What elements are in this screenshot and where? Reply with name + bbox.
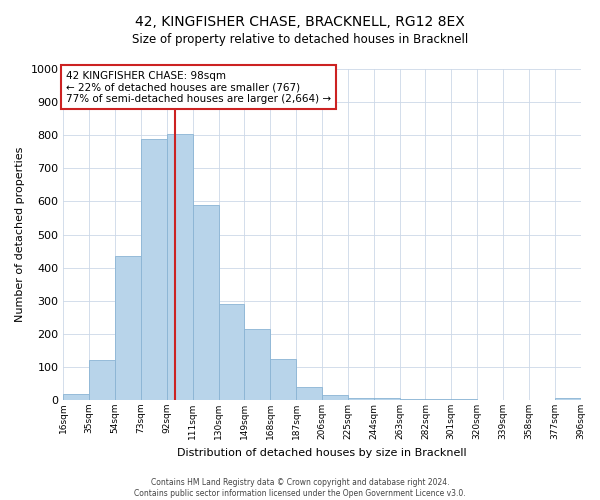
Y-axis label: Number of detached properties: Number of detached properties <box>15 147 25 322</box>
Bar <box>218 304 244 400</box>
Bar <box>115 256 141 400</box>
Text: 42, KINGFISHER CHASE, BRACKNELL, RG12 8EX: 42, KINGFISHER CHASE, BRACKNELL, RG12 8E… <box>135 15 465 29</box>
Bar <box>64 394 89 400</box>
Bar <box>193 204 218 400</box>
Text: 42 KINGFISHER CHASE: 98sqm
← 22% of detached houses are smaller (767)
77% of sem: 42 KINGFISHER CHASE: 98sqm ← 22% of deta… <box>66 70 331 104</box>
Bar <box>270 358 296 400</box>
Bar <box>141 138 167 400</box>
Bar <box>348 398 374 400</box>
Bar <box>244 329 270 400</box>
Bar <box>374 398 400 400</box>
Bar <box>554 398 581 400</box>
Bar <box>400 399 425 400</box>
X-axis label: Distribution of detached houses by size in Bracknell: Distribution of detached houses by size … <box>177 448 467 458</box>
Text: Contains HM Land Registry data © Crown copyright and database right 2024.
Contai: Contains HM Land Registry data © Crown c… <box>134 478 466 498</box>
Bar <box>89 360 115 400</box>
Bar <box>296 387 322 400</box>
Text: Size of property relative to detached houses in Bracknell: Size of property relative to detached ho… <box>132 32 468 46</box>
Bar <box>322 395 348 400</box>
Bar <box>167 134 193 400</box>
